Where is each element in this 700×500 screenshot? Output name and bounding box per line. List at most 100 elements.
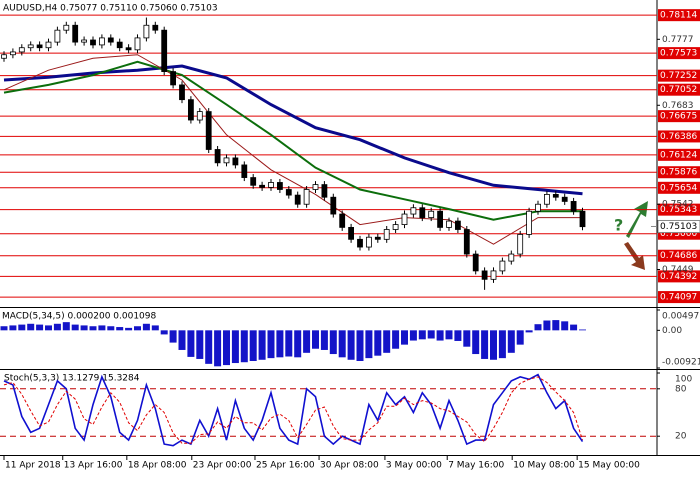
- candle-body: [437, 210, 444, 228]
- candle-body: [170, 71, 177, 86]
- level-label: 0.76386: [660, 132, 697, 142]
- candle-body: [321, 184, 328, 198]
- macd-bar: [579, 329, 586, 331]
- level-label-box: [658, 47, 700, 60]
- macd-bar: [374, 330, 382, 356]
- candle-body: [339, 213, 346, 228]
- macd-bar: [329, 330, 337, 355]
- candle-body: [526, 210, 532, 235]
- macd-bar: [347, 330, 355, 360]
- candle-body: [259, 184, 266, 188]
- y-tick-label: 80: [675, 384, 687, 394]
- macd-bar: [151, 325, 159, 331]
- macd-bar: [116, 327, 124, 331]
- macd-bar: [463, 330, 471, 347]
- macd-bar: [98, 325, 106, 331]
- annotation: ?: [614, 216, 623, 235]
- candle-body: [535, 203, 541, 212]
- candle-body: [63, 24, 70, 31]
- candle-body: [561, 196, 568, 202]
- candle-body: [454, 220, 461, 230]
- current-price-label: 0.75103: [660, 222, 697, 232]
- macd-bar: [169, 330, 177, 343]
- candle-body: [107, 37, 114, 43]
- macd-bar: [142, 323, 150, 331]
- level-label-box: [658, 181, 700, 194]
- level-label-box: [658, 9, 700, 22]
- macd-bar: [552, 320, 560, 331]
- macd-bar: [427, 330, 435, 339]
- line-series: [3, 54, 583, 245]
- candle-body: [303, 189, 310, 205]
- up-arrow: [626, 201, 648, 238]
- macd-bar: [312, 330, 319, 349]
- macd-bar: [18, 324, 26, 331]
- macd-bar: [89, 326, 97, 331]
- candle-body: [90, 39, 96, 46]
- candle-body: [383, 229, 390, 240]
- candle-body: [99, 37, 105, 46]
- y-tick-label: 0.004971: [662, 312, 700, 322]
- candle-body: [392, 224, 399, 230]
- chart-title: AUDUSD,H4 0.75077 0.75110 0.75060 0.7510…: [3, 4, 218, 14]
- y-tick-label: 100: [675, 375, 692, 385]
- candle-body: [401, 213, 408, 225]
- y-tick-label: 0.00: [662, 326, 682, 336]
- line-series: [3, 376, 583, 444]
- macd-bar: [507, 330, 515, 353]
- level-label: 0.75654: [660, 183, 697, 193]
- macd-bar: [401, 330, 408, 345]
- y-tick-label: 0.7449: [662, 265, 694, 275]
- candle-body: [196, 111, 203, 121]
- macd-bar: [53, 323, 61, 331]
- level-label: 0.76675: [660, 112, 697, 122]
- x-tick-label: 10 May 08:00: [513, 461, 575, 471]
- level-label-box: [658, 166, 700, 179]
- x-tick-label: 30 Apr 08:00: [320, 461, 379, 471]
- candle-body: [36, 44, 43, 49]
- macd-bar: [365, 330, 373, 359]
- macd-title: MACD(5,34,5) 0.000200 0.001098: [2, 312, 157, 322]
- level-label: 0.74097: [660, 293, 697, 303]
- macd-bar: [267, 330, 275, 359]
- y-tick-label: 0.7777: [662, 35, 694, 45]
- macd-bar: [205, 330, 213, 364]
- candle-body: [161, 29, 168, 72]
- level-label: 0.77252: [660, 71, 697, 81]
- line-series: [3, 60, 583, 221]
- candle-body: [1, 54, 7, 59]
- candle-body: [348, 226, 355, 240]
- candle-body: [294, 194, 301, 205]
- stoch-title: Stoch(5,3,3) 13.1279 15.3284: [4, 374, 140, 384]
- macd-bar: [134, 326, 141, 331]
- candle-body: [428, 210, 435, 218]
- macd-bar: [196, 330, 204, 359]
- macd-bar: [303, 330, 311, 353]
- candle-body: [205, 111, 212, 150]
- candle-body: [179, 84, 185, 101]
- level-label: 0.75343: [660, 205, 697, 215]
- y-tick-label: 20: [675, 432, 687, 442]
- macd-bar: [27, 323, 35, 331]
- macd-bar: [525, 330, 533, 333]
- candle-body: [365, 236, 372, 248]
- candle-body: [419, 207, 426, 218]
- line-series: [3, 373, 584, 447]
- level-label: 0.74392: [660, 272, 697, 282]
- x-tick-label: 25 Apr 16:00: [256, 461, 315, 471]
- candle-body: [143, 24, 150, 39]
- x-tick-label: 18 Apr 08:00: [128, 461, 187, 471]
- macd-bar: [231, 330, 239, 364]
- macd-bar: [570, 324, 578, 331]
- macd-bar: [71, 324, 79, 331]
- x-tick-label: 15 May 00:00: [578, 461, 640, 471]
- macd-bar: [62, 322, 70, 331]
- candle-body: [552, 194, 559, 198]
- x-tick-label: 13 Apr 16:00: [64, 461, 123, 471]
- candle-body: [152, 24, 159, 31]
- candle-body: [472, 253, 479, 272]
- macd-bar: [187, 330, 195, 357]
- candle-body: [463, 229, 470, 255]
- macd-bar: [436, 330, 444, 341]
